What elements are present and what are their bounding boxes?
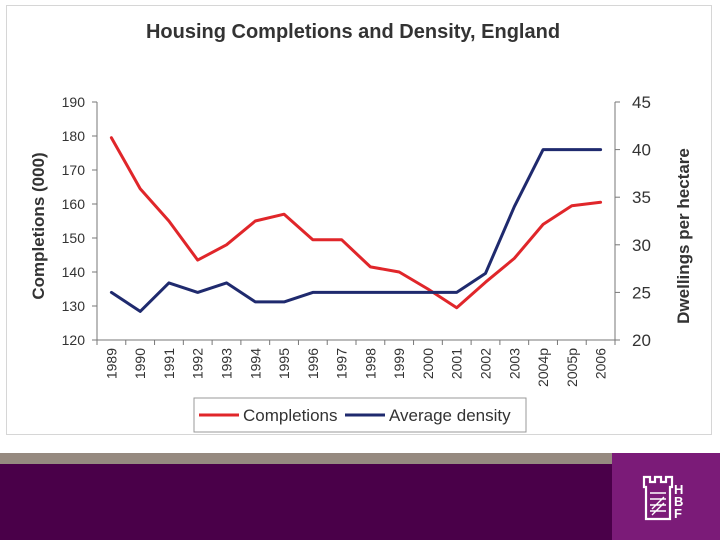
y-tick-label: 190 [62,94,86,110]
y2-tick-label: 30 [632,236,651,255]
y-axis-label: Completions (000) [29,152,48,299]
x-tick-label: 2005p [564,348,580,387]
y2-tick-label: 40 [632,141,651,160]
legend: Completions Average density [193,397,527,433]
chart: Housing Completions and Density, England… [29,21,693,433]
legend-label-completions: Completions [243,406,338,425]
y2-tick-label: 35 [632,188,651,207]
y-tick-label: 170 [62,162,86,178]
series-line-completions [109,136,603,310]
x-tick-label: 1999 [391,348,407,379]
x-tick-label: 2000 [420,348,436,379]
y-tick-label: 180 [62,128,86,144]
x-tick-label: 1996 [305,348,321,379]
y2-tick-label: 45 [632,93,651,112]
x-tick-label: 1997 [334,348,350,379]
logo-letter-b: B [674,494,683,509]
y2-tick-label: 25 [632,283,651,302]
footer-band [0,464,720,540]
chart-frame: Housing Completions and Density, England… [6,5,712,435]
y-tick-label: 130 [62,298,86,314]
logo-letter-f: F [674,506,682,521]
y-tick-label: 150 [62,230,86,246]
x-tick-label: 2004p [535,348,551,387]
y2-tick-label: 20 [632,331,651,350]
hbf-logo-tile: H B F [612,453,720,540]
x-tick-label: 1994 [247,348,263,379]
x-tick-label: 1995 [276,348,292,379]
x-tick-label: 1989 [103,348,119,379]
logo-letter-h: H [674,482,683,497]
x-tick-label: 2001 [449,348,465,379]
y-tick-label: 120 [62,332,86,348]
y-tick-label: 140 [62,264,86,280]
x-tick-label: 2002 [478,348,494,379]
series-line-average-density [109,148,603,313]
x-tick-label: 1990 [132,348,148,379]
x-tick-label: 1993 [219,348,235,379]
y-tick-label: 160 [62,196,86,212]
x-tick-label: 1998 [362,348,378,379]
x-tick-label: 2006 [593,348,609,379]
footer-divider-strip [0,453,720,464]
legend-label-density: Average density [389,406,511,425]
castle-tower-logo-icon: H B F [642,475,683,521]
x-tick-label: 1992 [190,348,206,379]
x-tick-label: 1991 [161,348,177,379]
x-tick-label: 2003 [506,348,522,379]
chart-title: Housing Completions and Density, England [146,21,560,43]
y2-axis-label: Dwellings per hectare [674,148,693,324]
